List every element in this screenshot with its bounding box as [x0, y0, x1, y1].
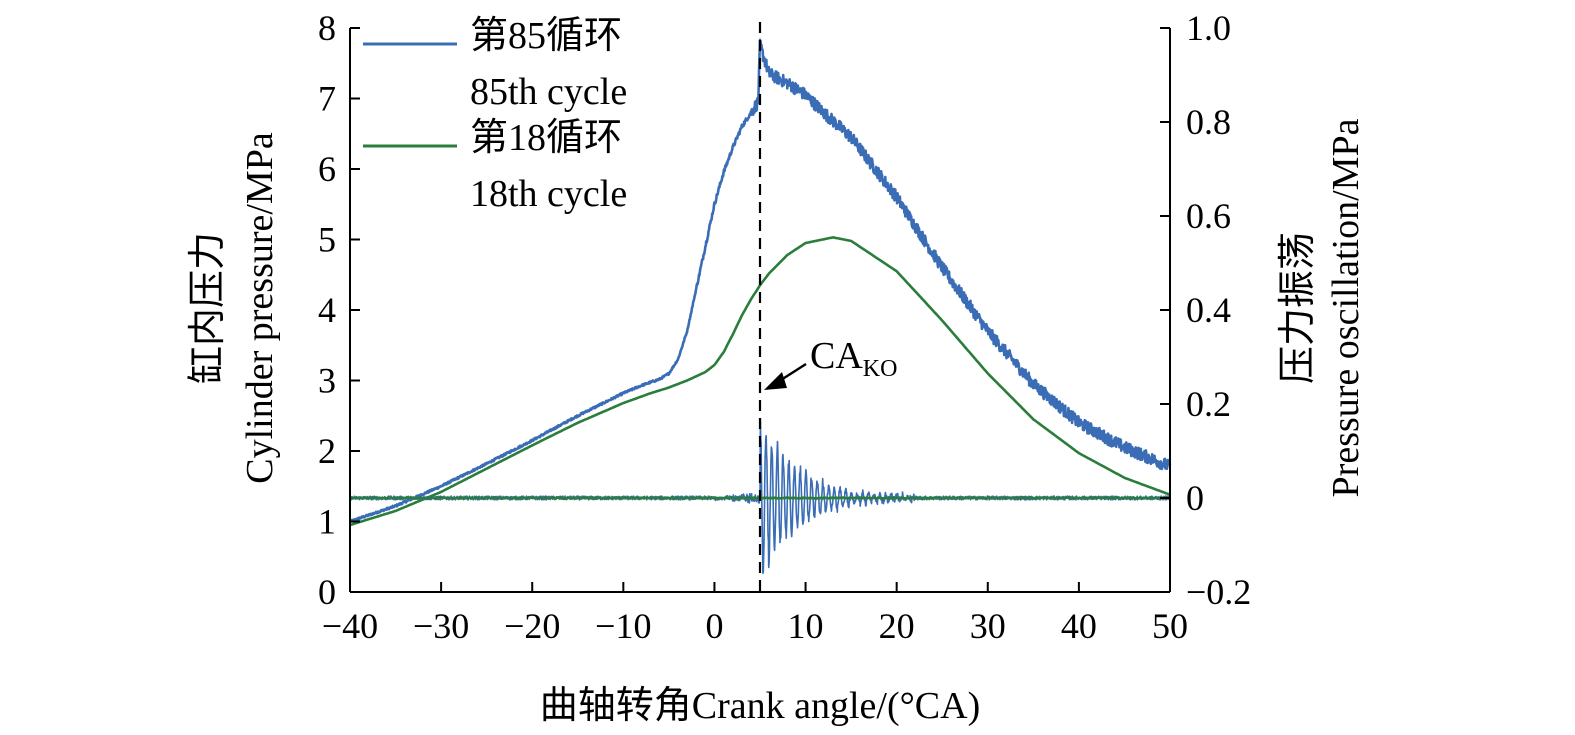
legend-label-en-0: 85th cycle [470, 71, 627, 113]
y-left-tick-label-1: 1 [318, 502, 336, 542]
y-left-axis-title-cn: 缸内压力 [187, 232, 229, 384]
legend-label-en-1: 18th cycle [470, 173, 627, 215]
x-tick-label-9: 50 [1152, 606, 1188, 646]
y-right-tick-label-2: 0.2 [1186, 384, 1231, 424]
x-tick-label-0: −40 [322, 606, 378, 646]
y-right-axis-title-en: Pressure oscillation/MPa [1325, 118, 1367, 497]
knock-arrow-head [764, 372, 787, 390]
knock-annotation-main: CA [810, 335, 863, 377]
y-left-axis-title-en: Cylinder pressure/MPa [239, 132, 281, 484]
knock-annotation-sub: KO [863, 356, 898, 382]
ticks-layer: −40 −30 −20 −10 0 10 20 30 40 50 0 1 2 3 4 5 6 7 8 −0.2 0 0.2… [318, 8, 1251, 646]
y-right-tick-label-3: 0.4 [1186, 290, 1231, 330]
x-tick-label-4: 0 [705, 606, 723, 646]
y-left-tick-label-2: 2 [318, 431, 336, 471]
y-right-tick-label-4: 0.6 [1186, 196, 1231, 236]
y-right-tick-label-1: 0 [1186, 478, 1204, 518]
y-left-tick-label-7: 7 [318, 79, 336, 119]
x-tick-label-6: 20 [879, 606, 915, 646]
y-left-tick-label-8: 8 [318, 8, 336, 48]
x-tick-label-3: −10 [595, 606, 651, 646]
x-tick-label-2: −20 [504, 606, 560, 646]
x-tick-label-5: 10 [788, 606, 824, 646]
x-tick-label-8: 40 [1061, 606, 1097, 646]
y-right-tick-label-5: 0.8 [1186, 102, 1231, 142]
knock-annotation: CAKO [810, 335, 897, 382]
y-left-tick-label-5: 5 [318, 220, 336, 260]
legend-label-cn-1: 第18循环 [470, 117, 622, 159]
y-right-tick-label-0: −0.2 [1186, 572, 1251, 612]
series-line-0 [349, 38, 1172, 523]
legend-label-cn-0: 第85循环 [470, 15, 622, 57]
y-right-tick-label-6: 1.0 [1186, 8, 1231, 48]
knock-marker-layer [758, 22, 807, 592]
x-axis-title: 曲轴转角Crank angle/(°CA) [540, 685, 981, 727]
series-line-1 [349, 236, 1171, 527]
y-right-axis-title-cn: 压力振荡 [1277, 232, 1319, 384]
x-tick-label-1: −30 [413, 606, 469, 646]
y-left-tick-label-3: 3 [318, 361, 336, 401]
y-left-tick-label-4: 4 [318, 290, 336, 330]
x-tick-label-7: 30 [970, 606, 1006, 646]
y-left-tick-label-0: 0 [318, 572, 336, 612]
y-left-tick-label-6: 6 [318, 149, 336, 189]
